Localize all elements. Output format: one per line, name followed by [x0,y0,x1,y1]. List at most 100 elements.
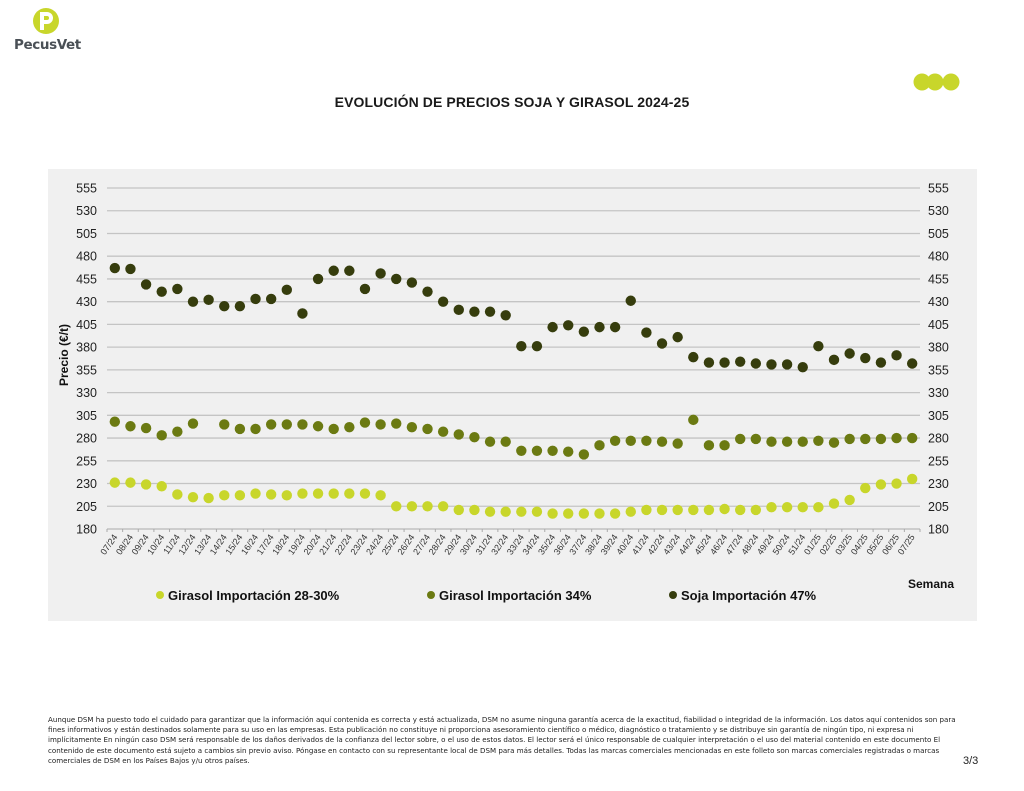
y-tick-label-right: 305 [928,409,949,423]
data-point [609,321,621,333]
data-point [234,423,246,435]
logo-p-icon [33,8,59,34]
gridlines [107,187,920,507]
data-point [813,341,824,352]
y-tick-label-left: 430 [76,295,97,309]
disclaimer-text: Aunque DSM ha puesto todo el cuidado par… [48,715,956,765]
data-point [297,419,308,430]
data-point [453,304,464,316]
data-point [625,435,636,446]
y-tick-label-left: 255 [76,454,97,468]
data-point [813,435,824,446]
y-tick-label-right: 355 [928,363,949,377]
data-point [609,435,621,446]
y-tick-label-right: 205 [928,500,949,514]
data-point [750,358,762,369]
data-point [219,490,230,501]
data-point [437,501,449,512]
data-point [797,436,808,447]
data-point [750,433,762,445]
data-point [688,504,699,516]
data-point [297,308,308,319]
data-point [344,488,355,499]
data-point [219,301,230,312]
data-point [281,284,292,296]
data-point [453,429,464,440]
x-axis: 07/2408/2409/2410/2411/2412/2413/2414/24… [98,528,921,557]
data-point [422,423,433,435]
y-tick-label-right: 555 [928,182,949,196]
data-point [625,506,636,517]
data-point [531,445,543,456]
data-point [860,352,871,364]
data-point [156,481,167,492]
data-point [422,286,433,297]
y-tick-label-left: 480 [76,250,97,264]
series-0 [109,473,918,519]
data-point [516,506,527,517]
data-point [531,506,543,517]
logo-text: PecusVet [14,37,81,53]
data-point [140,479,152,490]
data-point [563,446,574,457]
y-tick-label-left: 355 [76,363,97,377]
data-point [500,310,511,321]
data-point [609,508,621,519]
data-point [172,283,183,295]
data-point [625,295,636,306]
data-point [813,501,824,513]
data-point [797,361,808,373]
data-point [656,338,668,349]
data-point [688,351,699,363]
data-point [578,326,590,337]
y-tick-label-left: 205 [76,500,97,514]
data-point [688,414,699,426]
data-point [344,421,355,433]
x-axis-label: Semana [908,577,954,591]
y-tick-label-right: 330 [928,386,949,400]
data-point [547,445,558,456]
y-tick-label-left: 505 [76,227,97,241]
legend-marker [156,591,164,599]
data-point [250,488,261,499]
data-point [344,265,355,276]
y-tick-label-right: 480 [928,250,949,264]
y-axis-label: Precio (€/t) [57,324,71,386]
x-tick-label: 10/24 [145,532,166,556]
data-point [703,440,715,451]
data-point [735,433,746,445]
data-point [781,436,793,447]
data-point [906,432,918,444]
data-point [140,279,152,290]
y-tick-label-left: 455 [76,272,97,286]
data-point [328,488,339,499]
data-point [187,418,199,429]
data-point [469,306,480,317]
data-point [844,348,855,359]
data-point [500,436,511,447]
data-point [875,357,887,368]
y-tick-label-left: 230 [76,477,97,491]
legend-marker [669,591,677,599]
data-point [828,498,840,509]
data-point [563,508,574,519]
data-point [375,419,386,430]
data-point [828,437,840,448]
data-point [672,438,683,449]
data-point [484,506,496,517]
data-point [297,488,308,499]
data-point [875,479,887,490]
data-point [125,477,136,488]
y-tick-label-left: 530 [76,204,97,218]
data-point [469,431,480,443]
data-point [766,501,777,513]
data-point [578,508,590,519]
data-point [359,283,371,295]
data-point [140,422,152,434]
data-point [594,440,605,451]
data-point [469,504,480,516]
data-point [500,506,511,517]
data-point [453,504,464,516]
series-2 [109,262,918,373]
data-point [891,350,902,361]
